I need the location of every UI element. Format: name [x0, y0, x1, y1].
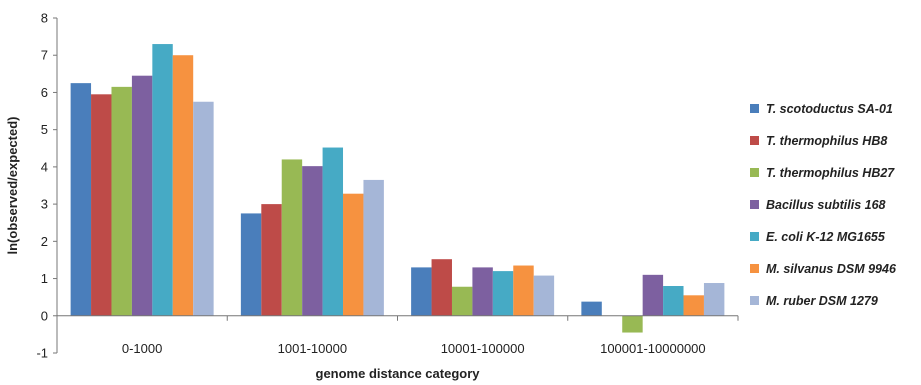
y-tick-label: -1	[36, 346, 48, 361]
legend-item: T. thermophilus HB8	[750, 134, 887, 148]
bar	[281, 159, 303, 316]
bar	[91, 94, 112, 316]
bar	[451, 286, 473, 316]
bar	[131, 75, 153, 316]
legend-swatch	[750, 264, 759, 273]
bar	[533, 275, 555, 316]
bar	[663, 286, 684, 316]
legend-swatch	[750, 136, 759, 145]
y-tick-label: 1	[41, 271, 48, 286]
bar	[302, 166, 323, 316]
bar	[513, 265, 534, 316]
bar	[111, 86, 132, 316]
bar	[642, 274, 664, 316]
y-axis-title: ln(observed/expected)	[5, 117, 20, 255]
legend-label: Bacillus subtilis 168	[766, 198, 886, 212]
bar	[343, 193, 364, 316]
legend: T. scotoductus SA-01 T. thermophilus HB8 T…	[750, 102, 897, 308]
y-tick-label: 6	[41, 85, 48, 100]
legend-label: T. scotoductus SA-01	[766, 102, 893, 116]
legend-label: M. silvanus DSM 9946	[766, 262, 897, 276]
legend-swatch	[750, 104, 759, 113]
y-tick-label: 5	[41, 122, 48, 137]
legend-item: E. coli K-12 MG1655	[750, 230, 886, 244]
y-tick-label: 2	[41, 234, 48, 249]
bar	[472, 267, 493, 316]
x-tick-label: 100001-10000000	[600, 341, 706, 356]
bar	[193, 101, 214, 316]
y-tick-label: 4	[41, 159, 48, 174]
legend-label: T. thermophilus HB8	[766, 134, 887, 148]
legend-item: T. thermophilus HB27	[750, 166, 895, 180]
y-tick-label: 3	[41, 197, 48, 212]
y-tick-label: 7	[41, 48, 48, 63]
bar	[70, 83, 92, 316]
bar	[363, 179, 384, 316]
y-tick-label: 8	[41, 11, 48, 26]
bar	[261, 204, 282, 316]
bar	[492, 271, 514, 316]
bar	[581, 301, 602, 316]
bar	[322, 147, 344, 316]
x-tick-label: 0-1000	[122, 341, 162, 356]
legend-label: M. ruber DSM 1279	[766, 294, 878, 308]
bar	[683, 295, 704, 316]
legend-label: T. thermophilus HB27	[766, 166, 895, 180]
bar	[172, 55, 194, 316]
x-axis-title: genome distance category	[316, 366, 481, 381]
legend-item: M. ruber DSM 1279	[750, 294, 878, 308]
legend-item: Bacillus subtilis 168	[750, 198, 886, 212]
bar	[152, 44, 173, 316]
bars	[70, 44, 725, 333]
bar	[622, 315, 643, 333]
legend-swatch	[750, 168, 759, 177]
bar	[431, 259, 452, 316]
x-tick-label: 10001-100000	[441, 341, 525, 356]
legend-item: T. scotoductus SA-01	[750, 102, 893, 116]
legend-label: E. coli K-12 MG1655	[766, 230, 886, 244]
legend-swatch	[750, 232, 759, 241]
x-axis-ticks: 0-1000 1001-10000 10001-100000 100001-10000…	[56, 315, 739, 356]
y-axis-ticks: -1 0 1 2 3 4 5 6 7 8	[36, 11, 57, 361]
y-tick-label: 0	[41, 308, 48, 323]
bar	[411, 267, 432, 316]
bar	[240, 213, 262, 316]
x-tick-label: 1001-10000	[278, 341, 347, 356]
bar	[703, 283, 725, 316]
legend-item: M. silvanus DSM 9946	[750, 262, 897, 276]
legend-swatch	[750, 296, 759, 305]
legend-swatch	[750, 200, 759, 209]
